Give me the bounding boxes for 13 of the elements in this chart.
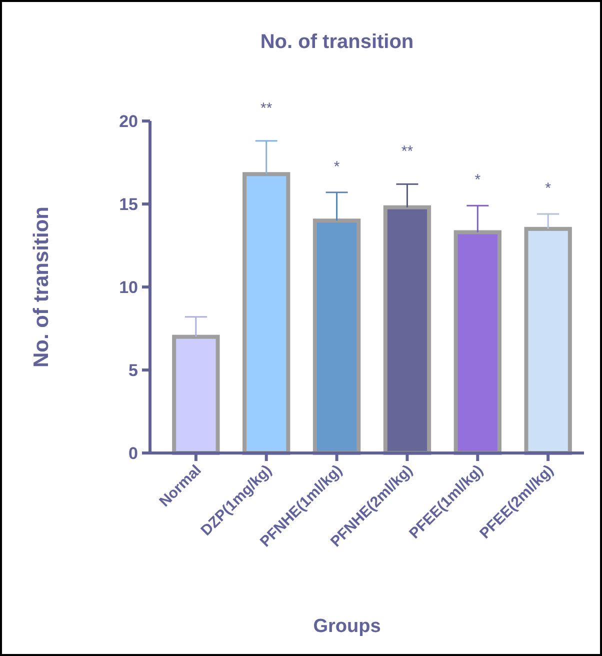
y-axis-title: No. of transition [30, 206, 53, 368]
y-tick-label: 5 [128, 361, 138, 380]
annotation: * [474, 172, 481, 189]
y-tick-label: 20 [119, 112, 138, 131]
y-tick-label: 0 [128, 444, 138, 463]
annotation: * [545, 180, 552, 197]
annotation: ** [401, 143, 414, 160]
chart-title: No. of transition [260, 31, 414, 53]
y-tick-label: 15 [119, 195, 138, 214]
text: ** [260, 100, 272, 117]
x-axis-title: Groups [313, 616, 381, 637]
annotation: * [334, 158, 340, 176]
y-tick-label: 10 [119, 278, 138, 297]
